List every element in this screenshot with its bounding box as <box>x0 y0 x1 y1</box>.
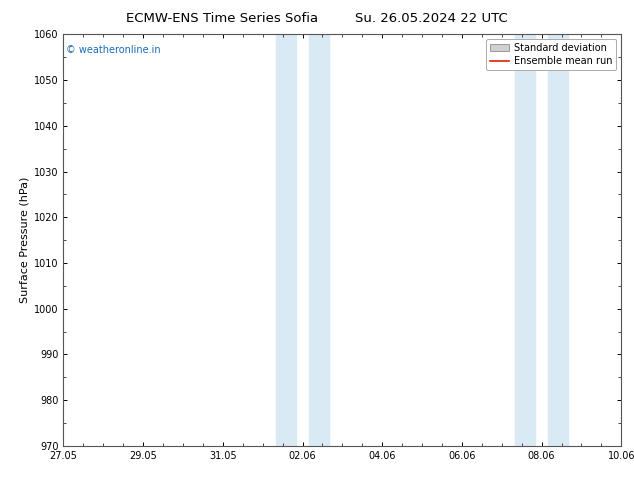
Bar <box>548 34 568 446</box>
Text: © weatheronline.in: © weatheronline.in <box>66 45 161 54</box>
Bar <box>309 34 329 446</box>
Y-axis label: Surface Pressure (hPa): Surface Pressure (hPa) <box>20 177 30 303</box>
Bar <box>515 34 535 446</box>
Text: ECMW-ENS Time Series Sofia: ECMW-ENS Time Series Sofia <box>126 12 318 25</box>
Legend: Standard deviation, Ensemble mean run: Standard deviation, Ensemble mean run <box>486 39 616 70</box>
Bar <box>276 34 295 446</box>
Text: Su. 26.05.2024 22 UTC: Su. 26.05.2024 22 UTC <box>355 12 507 25</box>
